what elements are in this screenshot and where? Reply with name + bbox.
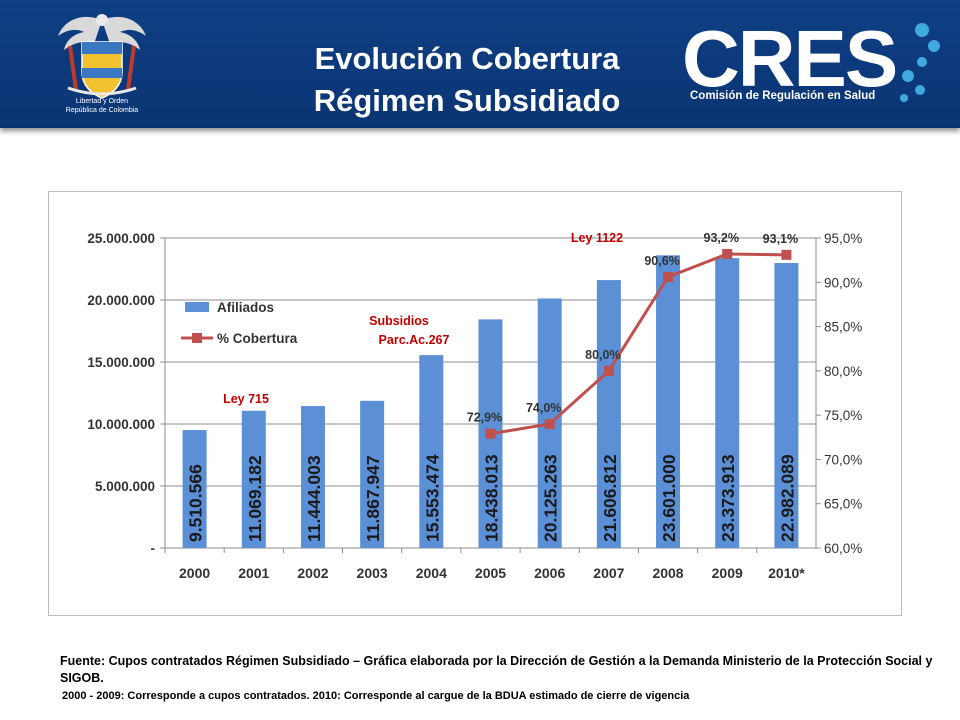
left-axis-tick-label: 20.000.000 — [87, 293, 155, 308]
bar-afiliados — [241, 410, 266, 548]
logo-subtitle: Comisión de Regulación en Salud — [690, 90, 876, 102]
bar-afiliados — [419, 355, 444, 548]
colombia-coat-of-arms-icon — [58, 14, 146, 99]
page-title-line1: Evolución Cobertura — [314, 41, 620, 76]
annotation-label: Ley 715 — [223, 392, 269, 406]
legend-label-cobertura: % Cobertura — [217, 331, 298, 346]
left-axis-tick-label: 10.000.000 — [87, 417, 155, 432]
line-value-label: 80,0% — [585, 348, 620, 362]
legend-marker-cobertura — [192, 333, 202, 343]
legend-swatch-afiliados — [185, 302, 209, 312]
x-axis-tick-label: 2004 — [416, 565, 447, 581]
bar-value-label: 21.606.812 — [600, 454, 620, 542]
source-text: Fuente: Cupos contratados Régimen Subsid… — [60, 654, 933, 685]
bar-afiliados — [774, 263, 799, 548]
crest-caption-line1: Libertad y Orden — [75, 98, 129, 105]
page-title: Evolución Cobertura Régimen Subsidiado — [262, 38, 672, 122]
footer: Fuente: Cupos contratados Régimen Subsid… — [60, 653, 940, 703]
line-cobertura — [490, 252, 787, 436]
bar-afiliados — [715, 258, 740, 548]
x-axis-tick-label: 2005 — [475, 565, 506, 581]
header-banner: Libertad y Orden República de Colombia E… — [0, 0, 960, 128]
bar-value-label: 23.373.913 — [718, 454, 738, 542]
right-axis-tick-label: 70,0% — [824, 452, 862, 467]
bar-value-label: 20.125.263 — [541, 454, 561, 542]
chart-frame: - 5.000.000 10.000.000 15.000.000 20.000.000… — [48, 191, 902, 616]
right-axis-tick-label: 85,0% — [824, 320, 862, 335]
right-axis-tick-label: 75,0% — [824, 408, 862, 423]
line-value-label: 90,6% — [644, 254, 679, 268]
line-marker — [544, 419, 555, 429]
x-axis-tick-label: 2000 — [179, 565, 210, 581]
bar-value-label: 9.510.566 — [186, 464, 206, 542]
x-axis-tick-label: 2007 — [593, 565, 624, 581]
x-axis-tick-label: 2001 — [238, 565, 269, 581]
cres-logo: CRES — [682, 16, 940, 103]
line-value-label: 93,2% — [704, 231, 739, 245]
right-axis-tick-label: 95,0% — [824, 231, 862, 246]
left-axis-tick-label: - — [151, 541, 156, 556]
line-marker — [663, 271, 674, 282]
right-axis-tick-label: 60,0% — [824, 541, 862, 556]
crest-caption-line2: República de Colombia — [65, 107, 139, 114]
bar-afiliados — [300, 406, 325, 548]
x-axis-tick-label: 2002 — [297, 565, 328, 581]
x-axis-tick-label: 2003 — [357, 565, 388, 581]
x-axis-tick-label: 2010* — [768, 565, 805, 581]
page-title-line2: Régimen Subsidiado — [313, 83, 621, 118]
left-axis-tick-label: 25.000.000 — [87, 231, 155, 246]
bar-value-label: 18.438.013 — [482, 454, 502, 542]
bar-afiliados — [182, 430, 207, 548]
crest-caption: Libertad y Orden República de Colombia — [52, 97, 152, 115]
x-axis-tick-label: 2006 — [534, 565, 565, 581]
line-value-label: 93,1% — [763, 232, 798, 246]
line-value-label: 72,9% — [467, 411, 502, 425]
legend-label-afiliados: Afiliados — [217, 300, 274, 315]
line-marker — [781, 249, 792, 260]
note-text: 2000 - 2009: Corresponde a cupos contrat… — [62, 690, 690, 702]
left-axis-tick-label: 15.000.000 — [87, 355, 155, 370]
right-axis-tick-label: 90,0% — [824, 275, 862, 290]
bar-afiliados — [360, 400, 385, 548]
bar-value-label: 22.982.089 — [777, 454, 797, 542]
bar-afiliados — [596, 280, 621, 548]
bar-value-label: 11.069.182 — [245, 455, 265, 542]
annotation-label: Parc.Ac.267 — [379, 333, 450, 347]
bar-value-label: 23.601.000 — [659, 454, 679, 542]
coverage-chart: - 5.000.000 10.000.000 15.000.000 20.000.000… — [87, 231, 862, 581]
line-marker — [485, 428, 496, 439]
line-marker — [722, 248, 733, 259]
bar-value-label: 11.444.003 — [304, 455, 324, 542]
right-axis-tick-label: 65,0% — [824, 497, 862, 512]
left-axis-tick-label: 5.000.000 — [95, 479, 155, 494]
bar-afiliados — [656, 255, 681, 548]
x-axis-tick-label: 2008 — [652, 565, 683, 581]
cres-logo-text: CRES — [682, 16, 896, 103]
x-axis-tick-label: 2009 — [712, 565, 743, 581]
line-value-label: 74,0% — [526, 401, 561, 415]
bar-value-label: 15.553.474 — [422, 454, 442, 542]
annotation-label: Ley 1122 — [571, 231, 623, 245]
line-marker — [603, 365, 614, 376]
bar-value-label: 11.867.947 — [363, 455, 383, 542]
annotation-label: Subsidios — [369, 314, 429, 328]
right-axis-tick-label: 80,0% — [824, 364, 862, 379]
